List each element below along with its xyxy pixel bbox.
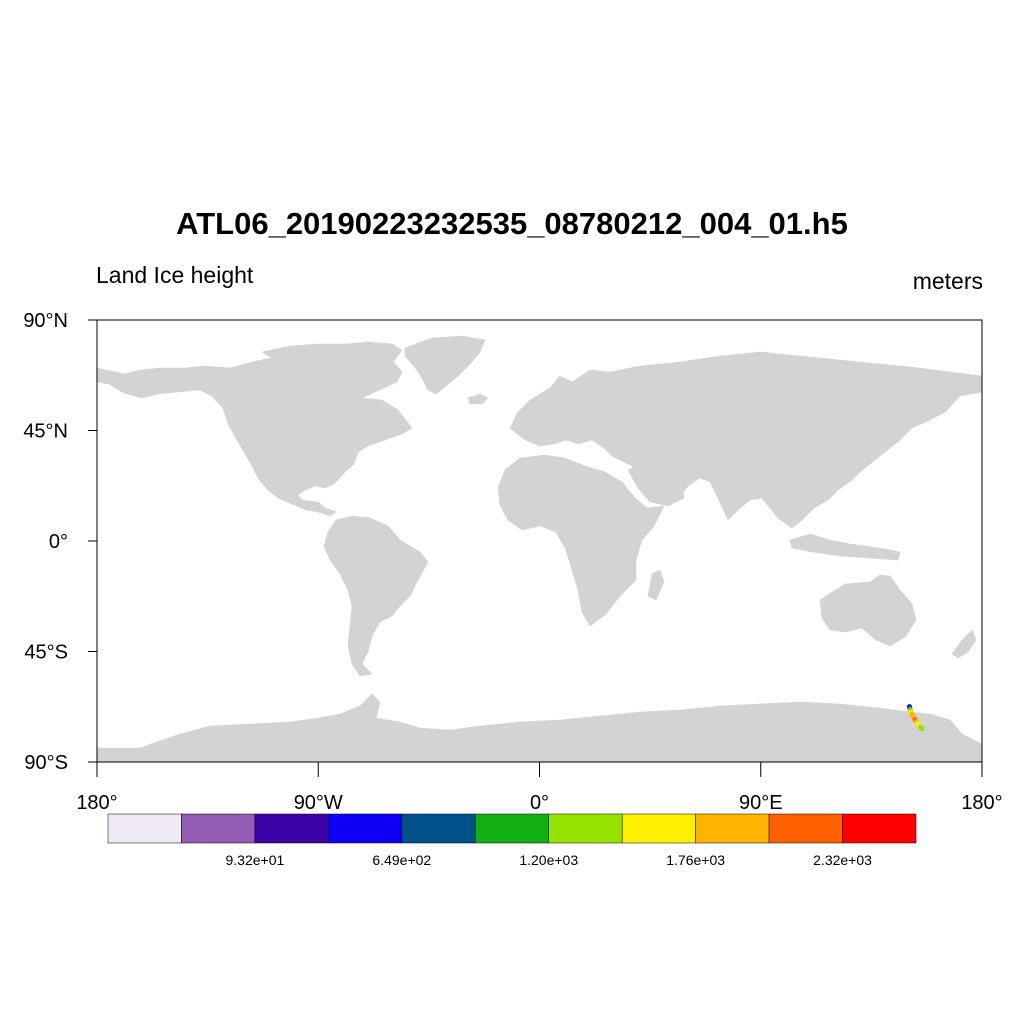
colorbar-swatch (842, 813, 917, 844)
variable-label: Land Ice height (96, 262, 254, 288)
land-greenland (404, 335, 486, 395)
lon-tick-label: 180° (961, 792, 1002, 814)
lat-tick-label: 90°S (24, 752, 68, 774)
land-se-asia-islands (789, 533, 901, 561)
land-south-america (323, 515, 429, 677)
lon-tick-label: 90°E (739, 792, 783, 814)
lon-tick-label: 90°W (294, 792, 343, 814)
land-antarctica (96, 693, 983, 763)
lat-tick-label: 0° (49, 531, 68, 553)
land-arctic-islands (261, 341, 403, 365)
land-madagascar (647, 569, 665, 601)
colorbar-swatch (768, 813, 843, 844)
land-masses (96, 335, 983, 763)
colorbar-swatch (107, 813, 182, 844)
colorbar-label: 2.32e+03 (813, 852, 872, 868)
lat-tick-label: 45°N (23, 421, 68, 443)
land-japan (859, 431, 885, 463)
colorbar-swatch (695, 813, 770, 844)
colorbar-swatch (181, 813, 256, 844)
units-label: meters (912, 268, 983, 294)
plot-title: ATL06_20190223232535_08780212_004_01.h5 (176, 206, 848, 241)
colorbar-swatch (548, 813, 623, 844)
land-new-zealand (951, 629, 977, 659)
icesat-track (906, 704, 925, 732)
colorbar-swatch (328, 813, 403, 844)
colorbar-label: 6.49e+02 (372, 852, 431, 868)
land-british-isles (519, 403, 537, 429)
colorbar-label: 9.32e+01 (226, 852, 285, 868)
colorbar-swatch (401, 813, 476, 844)
lon-tick-label: 180° (76, 792, 117, 814)
land-iceland (467, 393, 489, 405)
land-africa (497, 454, 665, 627)
track-point (919, 726, 925, 732)
colorbar-swatch (475, 813, 549, 844)
lon-tick-label: 0° (530, 792, 549, 814)
land-arabia (627, 459, 685, 507)
land-australia (819, 574, 917, 647)
colorbar-label: 1.76e+03 (666, 852, 725, 868)
lat-tick-label: 90°N (23, 310, 68, 332)
latitude-axis: 90°N 45°N 0° 45°S 90°S (23, 310, 97, 774)
lat-tick-label: 45°S (24, 642, 68, 664)
colorbar-swatch (254, 813, 329, 844)
colorbar-swatch (621, 813, 696, 844)
colorbar: 9.32e+01 6.49e+02 1.20e+03 1.76e+03 2.32e+03 (107, 813, 917, 868)
longitude-axis: 180° 90°W 0° 90°E 180° (76, 762, 1003, 814)
colorbar-label: 1.20e+03 (519, 852, 578, 868)
